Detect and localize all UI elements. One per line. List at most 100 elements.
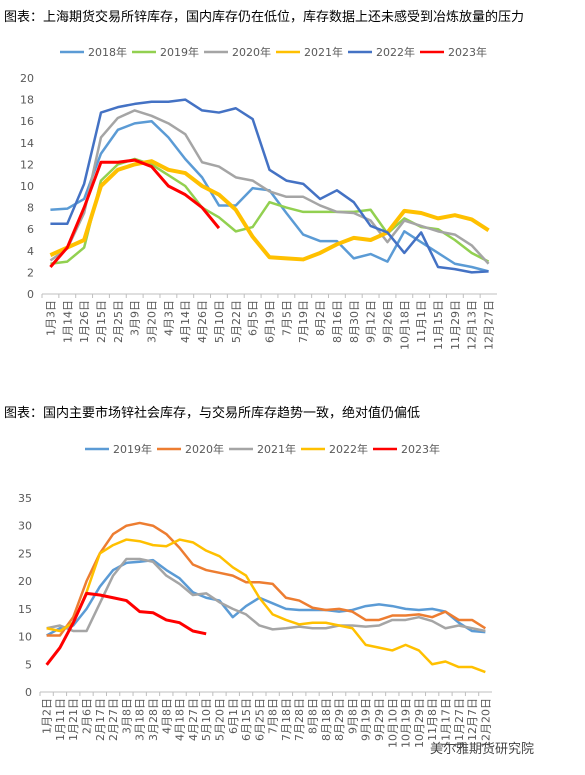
x-tick-label: 4月14日 — [179, 300, 192, 343]
legend-label: 2020年 — [232, 45, 271, 59]
x-tick-label: 2月25日 — [112, 300, 125, 343]
y-tick-label: 14 — [20, 137, 34, 150]
x-tick-label: 6月15日 — [240, 698, 253, 741]
x-tick-label: 11月8日 — [426, 698, 439, 741]
x-tick-label: 2月17日 — [94, 698, 107, 741]
x-tick-label: 7月5日 — [280, 300, 293, 336]
x-tick-label: 9月19日 — [360, 698, 373, 741]
legend-label: 2019年 — [113, 442, 152, 456]
series-line — [49, 109, 490, 265]
x-tick-label: 10月10日 — [386, 698, 399, 748]
y-tick-label: 18 — [20, 94, 34, 107]
chart-title: 图表：上海期货交易所锌库存，国内库存仍在低位，库存数据上还未感受到冶炼放量的压力 — [4, 10, 525, 25]
x-tick-label: 3月20日 — [146, 300, 159, 343]
y-tick-label: 20 — [20, 72, 34, 85]
x-tick-label: 1月14日 — [61, 300, 74, 343]
y-tick-label: 6 — [27, 223, 34, 236]
legend-label: 2018年 — [88, 45, 127, 59]
x-tick-label: 1月21日 — [67, 698, 80, 741]
y-tick-label: 15 — [18, 603, 32, 616]
x-tick-label: 5月10日 — [213, 300, 226, 343]
x-tick-label: 1月2日 — [41, 698, 54, 734]
x-tick-label: 11月1日 — [415, 300, 428, 343]
series-line — [46, 538, 486, 674]
legend-label: 2022年 — [376, 45, 415, 59]
x-tick-label: 4月3日 — [162, 300, 175, 336]
x-tick-label: 6月1日 — [227, 698, 240, 734]
legend-label: 2021年 — [257, 442, 296, 456]
y-tick-label: 30 — [18, 520, 32, 533]
x-tick-label: 1月26日 — [78, 300, 91, 343]
x-tick-label: 3月18日 — [134, 698, 147, 741]
x-tick-label: 8月2日 — [314, 300, 327, 336]
x-tick-label: 8月18日 — [320, 698, 333, 741]
y-tick-label: 0 — [25, 686, 32, 699]
series-line — [50, 157, 490, 265]
x-tick-label: 6月5日 — [247, 300, 260, 336]
x-tick-label: 3月8日 — [120, 698, 133, 734]
y-tick-label: 16 — [20, 115, 34, 128]
series-line — [46, 557, 486, 633]
series-line — [49, 159, 490, 262]
x-tick-label: 3月28日 — [147, 698, 160, 741]
legend-label: 2019年 — [160, 45, 199, 59]
x-tick-label: 6月19日 — [264, 300, 277, 343]
x-tick-label: 5月10日 — [200, 698, 213, 741]
y-tick-label: 4 — [27, 245, 34, 258]
legend-label: 2020年 — [185, 442, 224, 456]
x-tick-label: 4月18日 — [174, 698, 187, 741]
y-tick-label: 10 — [20, 180, 34, 193]
legend-label: 2021年 — [304, 45, 343, 59]
x-tick-label: 4月8日 — [160, 698, 173, 734]
x-tick-label: 8月30日 — [348, 300, 361, 343]
watermark: 美尔雅期货研究院 — [430, 742, 535, 757]
y-tick-label: 5 — [25, 658, 32, 671]
x-tick-label: 10月29日 — [413, 698, 426, 748]
x-tick-label: 2月15日 — [95, 300, 108, 343]
x-tick-label: 7月28日 — [293, 698, 306, 741]
x-tick-label: 10月19日 — [400, 698, 413, 748]
y-tick-label: 10 — [18, 631, 32, 644]
series-line — [46, 521, 487, 637]
x-tick-label: 7月19日 — [297, 300, 310, 343]
x-tick-label: 12月13日 — [466, 300, 479, 350]
x-tick-label: 3月9日 — [129, 300, 142, 336]
y-tick-label: 35 — [18, 492, 32, 505]
x-tick-label: 8月29日 — [333, 698, 346, 741]
x-tick-label: 12月27日 — [483, 300, 496, 350]
x-tick-label: 7月8日 — [267, 698, 280, 734]
x-tick-label: 9月12日 — [365, 300, 378, 343]
x-tick-label: 9月26日 — [381, 300, 394, 343]
x-tick-label: 11月27日 — [453, 698, 466, 748]
legend-label: 2023年 — [401, 442, 440, 456]
y-tick-label: 12 — [20, 158, 34, 171]
chart-title: 图表：国内主要市场锌社会库存，与交易所库存趋势一致，绝对值仍偏低 — [4, 406, 421, 421]
series-line — [50, 98, 489, 274]
series-line — [49, 158, 221, 268]
x-tick-label: 6月25日 — [253, 698, 266, 741]
y-tick-label: 2 — [27, 266, 34, 279]
x-tick-label: 12月7日 — [466, 698, 479, 741]
series-line — [50, 119, 489, 273]
x-tick-label: 5月22日 — [230, 300, 243, 343]
x-tick-label: 1月3日 — [44, 300, 57, 336]
x-tick-label: 10月18日 — [398, 300, 411, 350]
y-tick-label: 8 — [27, 202, 34, 215]
x-tick-label: 7月18日 — [280, 698, 293, 741]
x-tick-label: 9月29日 — [373, 698, 386, 741]
series-line — [45, 591, 207, 666]
x-tick-label: 12月20日 — [479, 698, 492, 748]
y-tick-label: 20 — [18, 575, 32, 588]
x-tick-label: 11月29日 — [449, 300, 462, 350]
x-tick-label: 11月17日 — [439, 698, 452, 748]
y-tick-label: 25 — [18, 547, 32, 560]
chart: 0 2 4 6 8 10 12 14 16 18 20 1月3日 1月14日 1月26日 2月15日 2月25… — [20, 45, 497, 350]
x-tick-label: 1月11日 — [54, 698, 67, 741]
x-tick-label: 8月16日 — [331, 300, 344, 343]
x-tick-label: 2月27日 — [107, 698, 120, 741]
x-tick-label: 8月8日 — [307, 698, 320, 734]
chart: 0 5 10 15 20 25 30 35 1月2日 1月11日 1月21日 2月6日 2月17日 2月2… — [18, 442, 492, 748]
x-tick-label: 4月26日 — [196, 300, 209, 343]
x-tick-label: 11月15日 — [432, 300, 445, 350]
